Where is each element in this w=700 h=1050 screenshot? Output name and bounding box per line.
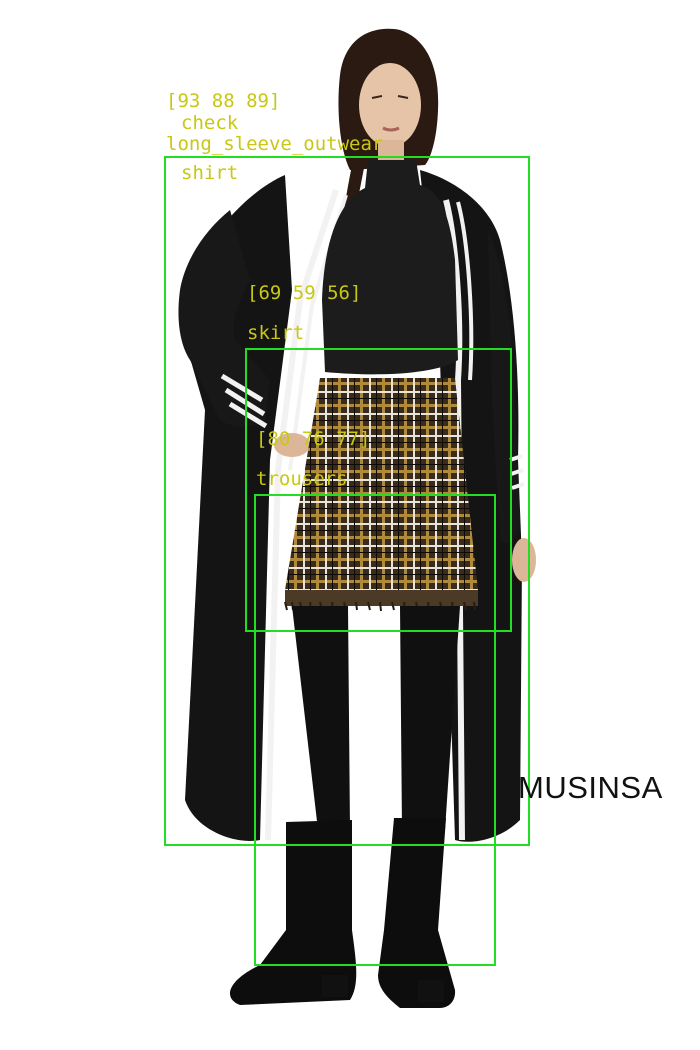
detection-attribute-outwear: check	[181, 112, 239, 134]
detection-values-trousers: [80 76 77]	[256, 428, 371, 450]
brand-watermark: MUSINSA	[518, 770, 663, 805]
detection-category-outwear: long_sleeve_outwear	[166, 133, 384, 155]
detection-box-skirt	[245, 348, 512, 632]
detection-values-skirt: [69 59 56]	[247, 282, 362, 304]
detection-box-outwear	[164, 156, 530, 846]
black-tights	[292, 606, 460, 830]
right-hand	[512, 538, 536, 582]
detection-category-skirt: skirt	[247, 322, 305, 344]
detection-values-outwear: [93 88 89]	[166, 90, 281, 112]
detection-category-trousers: trousers	[256, 468, 348, 490]
detection-extra-outwear: shirt	[181, 162, 239, 184]
detection-box-trousers	[254, 494, 496, 966]
plaid-skirt	[284, 378, 478, 612]
black-leather-boots	[229, 818, 456, 1008]
black-turtleneck-top	[322, 160, 458, 375]
left-hand	[274, 433, 310, 457]
